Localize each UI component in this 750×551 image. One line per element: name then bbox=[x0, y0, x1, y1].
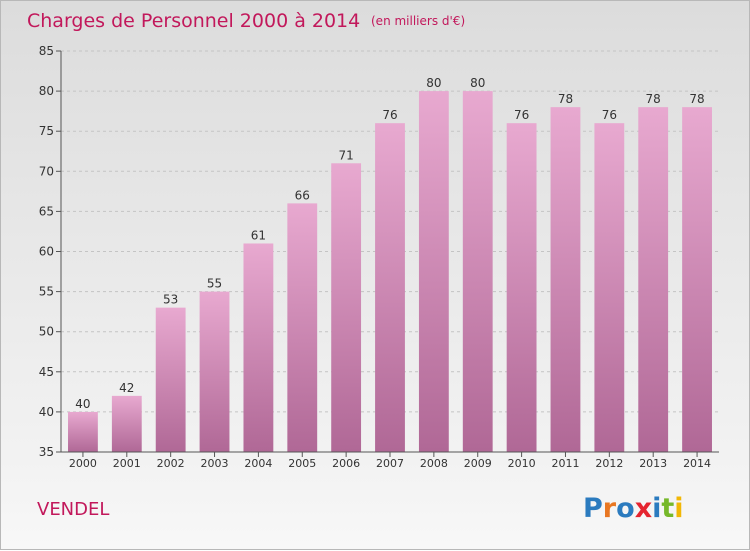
y-tick-label: 85 bbox=[39, 44, 54, 58]
bar-value-label: 80 bbox=[470, 76, 485, 90]
bar-value-label: 55 bbox=[207, 277, 222, 291]
bar-value-label: 78 bbox=[558, 92, 573, 106]
y-tick-label: 75 bbox=[39, 124, 54, 138]
logo-letter: P bbox=[583, 493, 603, 524]
y-tick-label: 35 bbox=[39, 445, 54, 459]
bar-2009 bbox=[462, 91, 493, 452]
bar-2011 bbox=[550, 107, 581, 452]
x-tick-label: 2003 bbox=[201, 457, 229, 470]
logo-letter: i bbox=[652, 493, 661, 524]
y-tick-label: 55 bbox=[39, 285, 54, 299]
y-tick-label: 50 bbox=[39, 325, 54, 339]
x-tick-label: 2010 bbox=[508, 457, 536, 470]
bar-2007 bbox=[375, 123, 405, 453]
y-tick-label: 60 bbox=[39, 245, 54, 259]
bar-2002 bbox=[155, 307, 186, 452]
logo-letter: x bbox=[635, 493, 652, 524]
y-tick-label: 45 bbox=[39, 365, 54, 379]
x-tick-label: 2013 bbox=[639, 457, 667, 470]
x-tick-label: 2014 bbox=[683, 457, 711, 470]
bar-2012 bbox=[594, 123, 625, 453]
y-tick-label: 40 bbox=[39, 405, 54, 419]
bar-2014 bbox=[682, 107, 712, 452]
bar-value-label: 71 bbox=[338, 148, 353, 162]
chart-title: Charges de Personnel 2000 à 2014 bbox=[27, 10, 360, 32]
logo-letter: t bbox=[661, 493, 674, 524]
x-tick-label: 2008 bbox=[420, 457, 448, 470]
bar-value-label: 76 bbox=[514, 108, 529, 122]
y-tick-label: 80 bbox=[39, 84, 54, 98]
x-tick-label: 2000 bbox=[69, 457, 97, 470]
bar-value-label: 78 bbox=[689, 92, 704, 106]
bar-2000 bbox=[68, 411, 98, 452]
bar-value-label: 61 bbox=[251, 228, 266, 242]
x-tick-label: 2001 bbox=[113, 457, 141, 470]
bar-2010 bbox=[506, 123, 537, 453]
bar-2004 bbox=[243, 243, 274, 452]
chart-subtitle: (en milliers d'€) bbox=[371, 14, 465, 28]
bar-value-label: 76 bbox=[382, 108, 397, 122]
bar-2008 bbox=[418, 91, 449, 452]
logo-letter: o bbox=[616, 493, 635, 524]
bar-value-label: 53 bbox=[163, 293, 178, 307]
x-tick-label: 2012 bbox=[595, 457, 623, 470]
y-tick-label: 65 bbox=[39, 204, 54, 218]
bar-value-label: 80 bbox=[426, 76, 441, 90]
x-tick-label: 2002 bbox=[157, 457, 185, 470]
bar-2013 bbox=[638, 107, 669, 452]
x-tick-label: 2006 bbox=[332, 457, 360, 470]
proxiti-logo: Proxiti bbox=[583, 493, 684, 524]
x-tick-label: 2009 bbox=[464, 457, 492, 470]
logo-letter: r bbox=[603, 493, 617, 524]
x-tick-label: 2005 bbox=[288, 457, 316, 470]
bar-value-label: 42 bbox=[119, 381, 134, 395]
bar-value-label: 78 bbox=[646, 92, 661, 106]
bar-2006 bbox=[331, 163, 362, 452]
bar-2003 bbox=[199, 291, 230, 452]
bar-value-label: 76 bbox=[602, 108, 617, 122]
bar-value-label: 40 bbox=[75, 397, 90, 411]
bar-value-label: 66 bbox=[295, 188, 310, 202]
logo-letter: i bbox=[674, 493, 683, 524]
x-tick-label: 2011 bbox=[551, 457, 579, 470]
location-label: VENDEL bbox=[37, 499, 109, 520]
x-tick-label: 2004 bbox=[244, 457, 272, 470]
bar-2001 bbox=[111, 395, 142, 452]
y-tick-label: 70 bbox=[39, 164, 54, 178]
bar-2005 bbox=[287, 203, 318, 452]
x-tick-label: 2007 bbox=[376, 457, 404, 470]
